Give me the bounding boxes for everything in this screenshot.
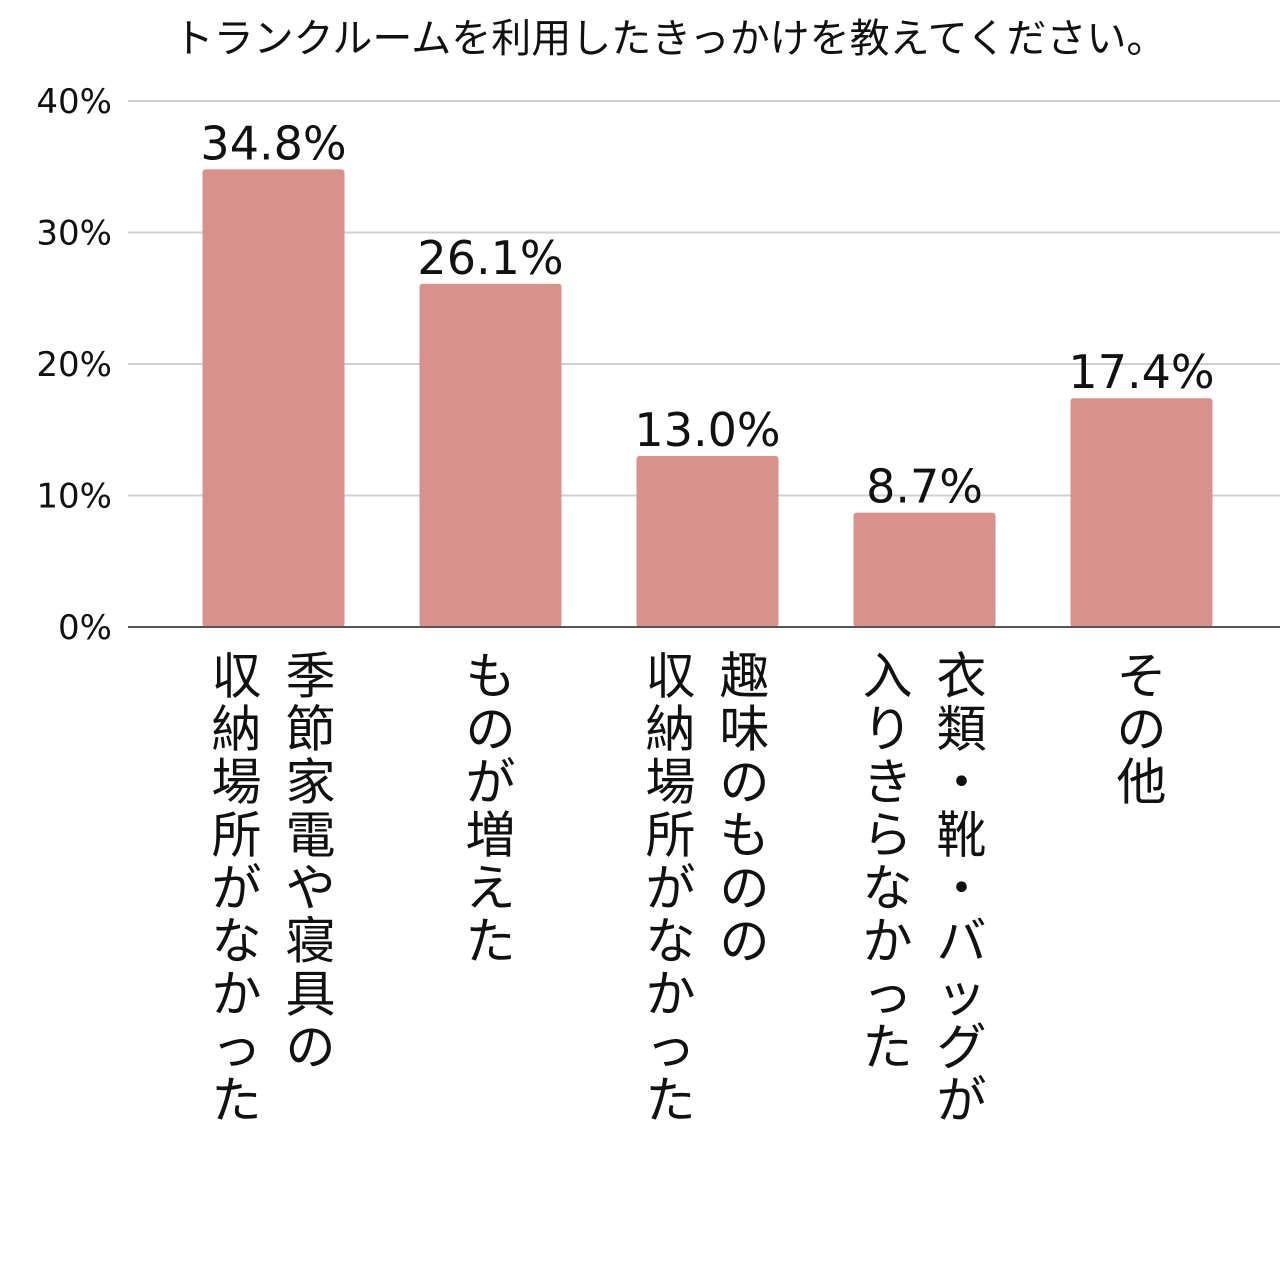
bar-value-label: 13.0% [634,403,780,457]
x-category-label-column: 収納場所がなかった [212,648,262,1130]
bar-value-label: 26.1% [417,231,563,285]
bar [636,456,779,627]
bar [419,283,562,627]
chart-title: トランクルームを利用したきっかけを教えてください。 [174,16,1167,62]
x-category-label-column: ものが増えた [466,648,516,971]
bar-value-label: 17.4% [1068,345,1214,399]
bar-value-label: 8.7% [866,460,983,514]
y-tick-label: 10% [36,477,112,517]
x-category-label-column: 収納場所がなかった [646,648,696,1130]
y-tick-label: 0% [58,608,112,648]
x-category-label-column: その他 [1117,648,1167,812]
x-category-label: ものが増えた [466,648,516,971]
y-tick-label: 20% [36,345,112,385]
y-tick-label: 40% [36,82,112,122]
x-category-label-column: 衣類・靴・バッグが [937,648,987,1130]
x-axis-category-labels: 季節家電や寝具の収納場所がなかったものが増えた趣味のものの収納場所がなかった衣類… [212,648,1167,1130]
bar [202,169,345,627]
x-category-label-column: 入りきらなかった [863,648,913,1077]
value-labels: 34.8% 26.1% 13.0% 8.7% 17.4% [200,116,1214,513]
y-tick-label: 30% [36,214,112,254]
bar [853,512,996,627]
x-category-label: その他 [1117,648,1167,812]
x-category-label-column: 趣味のものの [720,648,770,971]
bar-value-label: 34.8% [200,116,346,170]
bar [1070,398,1213,627]
bars [202,169,1213,627]
y-axis-tick-labels: 0% 10% 20% 30% 40% [36,82,112,648]
x-category-label-column: 季節家電や寝具の [286,648,336,1077]
